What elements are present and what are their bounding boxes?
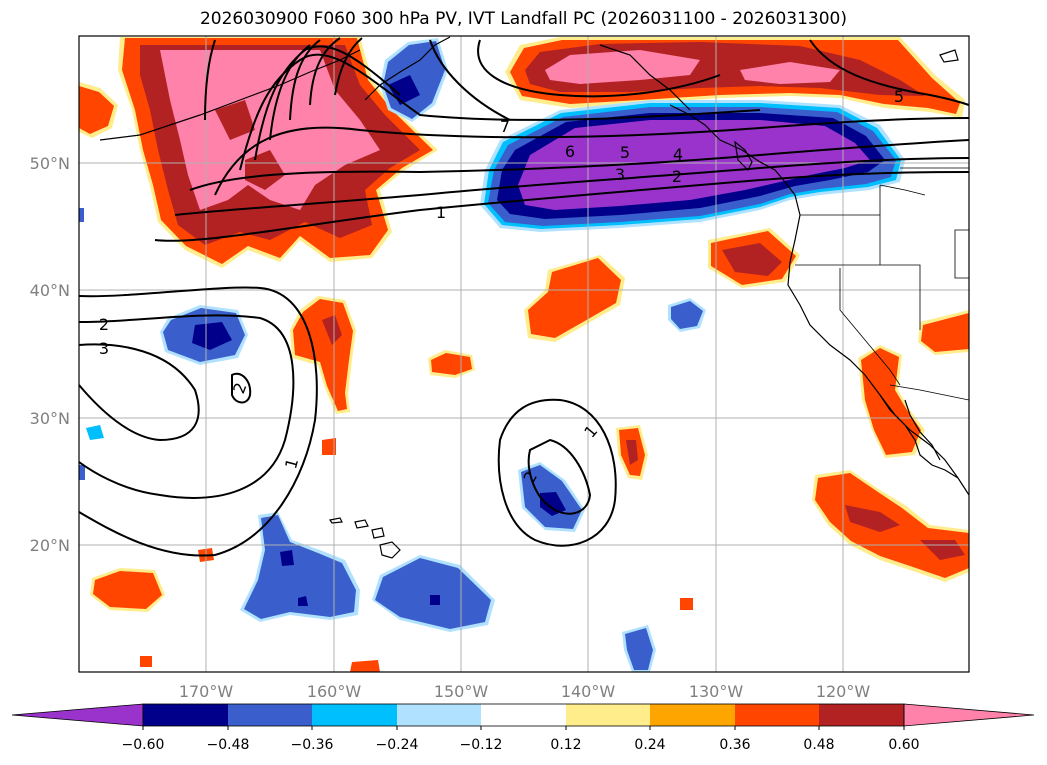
pv-positive-137w bbox=[616, 425, 648, 480]
pv-positive-151w bbox=[428, 350, 475, 378]
colorbar-label: 0.60 bbox=[888, 737, 919, 753]
map-title: 2026030900 F060 300 hPa PV, IVT Landfall… bbox=[199, 9, 847, 29]
map-frame bbox=[78, 35, 970, 673]
colorbar-extend-min bbox=[11, 703, 144, 727]
pv-positive-125w bbox=[708, 228, 800, 288]
svg-text:3: 3 bbox=[99, 339, 109, 358]
svg-text:5: 5 bbox=[620, 143, 630, 162]
pv-positive-aleutian bbox=[118, 37, 438, 268]
colorbar-segment bbox=[819, 704, 904, 726]
colorbar-label: −0.60 bbox=[122, 737, 165, 753]
svg-text:140°W: 140°W bbox=[561, 682, 616, 701]
svg-text:30°N: 30°N bbox=[30, 409, 70, 428]
political-borders bbox=[795, 167, 969, 401]
colorbar-label: −0.24 bbox=[376, 737, 419, 753]
svg-text:120°W: 120°W bbox=[816, 682, 871, 701]
svg-text:4: 4 bbox=[673, 145, 683, 164]
colorbar-segment bbox=[735, 704, 819, 726]
colorbar-label: 0.36 bbox=[719, 737, 750, 753]
colorbar-segment bbox=[650, 704, 735, 726]
pv-positive-140w bbox=[524, 255, 625, 342]
latitude-labels: 50°N 40°N 30°N 20°N bbox=[30, 154, 70, 555]
pv-positive-west-edge bbox=[79, 82, 118, 138]
svg-text:130°W: 130°W bbox=[689, 682, 744, 701]
longitude-labels: 170°W 160°W 150°W 140°W 130°W 120°W bbox=[179, 682, 871, 701]
pv-negative-small-patches bbox=[79, 208, 656, 672]
svg-text:40°N: 40°N bbox=[30, 281, 70, 300]
colorbar-segment bbox=[312, 704, 397, 726]
ivt-contours bbox=[79, 37, 969, 557]
pv-negative-168w bbox=[160, 305, 248, 365]
svg-text:3: 3 bbox=[615, 165, 625, 184]
svg-text:2: 2 bbox=[99, 315, 109, 334]
colorbar-segment bbox=[397, 704, 481, 726]
svg-text:1: 1 bbox=[436, 203, 446, 222]
svg-text:6: 6 bbox=[565, 142, 575, 161]
svg-text:5: 5 bbox=[894, 87, 904, 106]
svg-text:7: 7 bbox=[500, 117, 510, 136]
svg-text:170°W: 170°W bbox=[179, 682, 234, 701]
svg-text:20°N: 20°N bbox=[30, 536, 70, 555]
colorbar-label: −0.36 bbox=[291, 737, 334, 753]
svg-text:1: 1 bbox=[281, 456, 302, 471]
svg-text:150°W: 150°W bbox=[434, 682, 489, 701]
colorbar-extend-max bbox=[903, 703, 1035, 727]
colorbar-segment bbox=[143, 704, 228, 726]
pv-positive-gulf-alaska bbox=[505, 37, 965, 118]
colorbar-label: −0.48 bbox=[207, 737, 250, 753]
pv-negative-hawaii bbox=[240, 512, 495, 632]
colorbar: −0.60 −0.48 −0.36 −0.24 −0.12 0.12 0.24 0.36 0.4… bbox=[11, 703, 1035, 753]
svg-text:2: 2 bbox=[672, 167, 682, 186]
colorbar-segment bbox=[228, 704, 312, 726]
colorbar-segment bbox=[566, 704, 650, 726]
colorbar-label: −0.12 bbox=[460, 737, 503, 753]
svg-text:160°W: 160°W bbox=[307, 682, 362, 701]
svg-text:50°N: 50°N bbox=[30, 154, 70, 173]
colorbar-label: 0.24 bbox=[634, 737, 665, 753]
pv-negative-132w bbox=[668, 298, 706, 332]
colorbar-label: 0.48 bbox=[803, 737, 834, 753]
colorbar-segment bbox=[481, 704, 566, 726]
coastlines bbox=[99, 36, 969, 559]
colorbar-label: 0.12 bbox=[550, 737, 581, 753]
